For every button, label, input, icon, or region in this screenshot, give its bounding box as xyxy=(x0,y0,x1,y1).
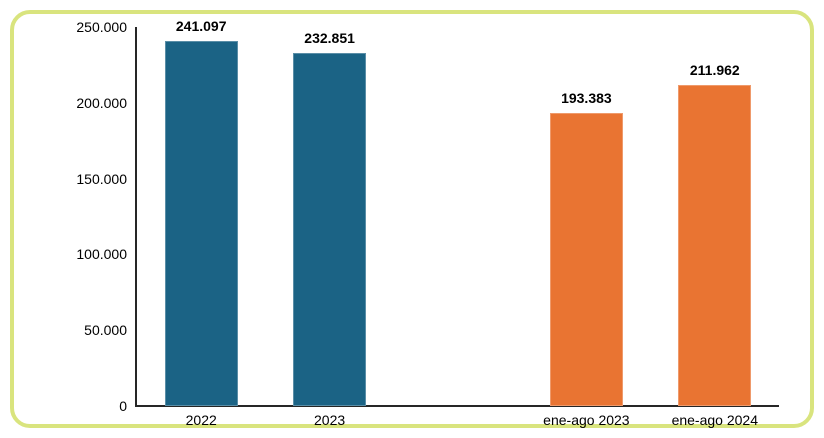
y-tick-label: 150.000 xyxy=(76,170,127,187)
bar-2022 xyxy=(164,40,238,406)
bar-2023 xyxy=(293,53,367,406)
plot-area: 0 50.000 100.000 150.000 200.000 250.000 241.… xyxy=(76,18,779,428)
bar-value-label: 211.962 xyxy=(689,61,740,78)
y-tick-label: 100.000 xyxy=(76,246,127,263)
y-axis-line xyxy=(135,27,137,406)
x-axis-label: ene-ago 2023 xyxy=(543,412,630,428)
bar-value-label: 241.097 xyxy=(175,17,227,34)
y-tick-label: 200.000 xyxy=(76,94,127,111)
bar-value-label: 232.851 xyxy=(304,30,355,46)
x-axis-label: ene-ago 2024 xyxy=(671,412,758,428)
bar-value-label: 193.383 xyxy=(561,89,612,106)
y-tick-label: 250.000 xyxy=(76,19,127,35)
x-axis-label: 2023 xyxy=(314,412,346,428)
bar-ene-ago-2023 xyxy=(549,112,623,406)
bar-ene-ago-2024 xyxy=(678,84,752,406)
x-axis-label: 2022 xyxy=(185,412,217,428)
x-axis-line xyxy=(135,405,779,407)
y-tick-label: 50.000 xyxy=(84,322,127,339)
y-tick-label: 0 xyxy=(119,398,127,414)
